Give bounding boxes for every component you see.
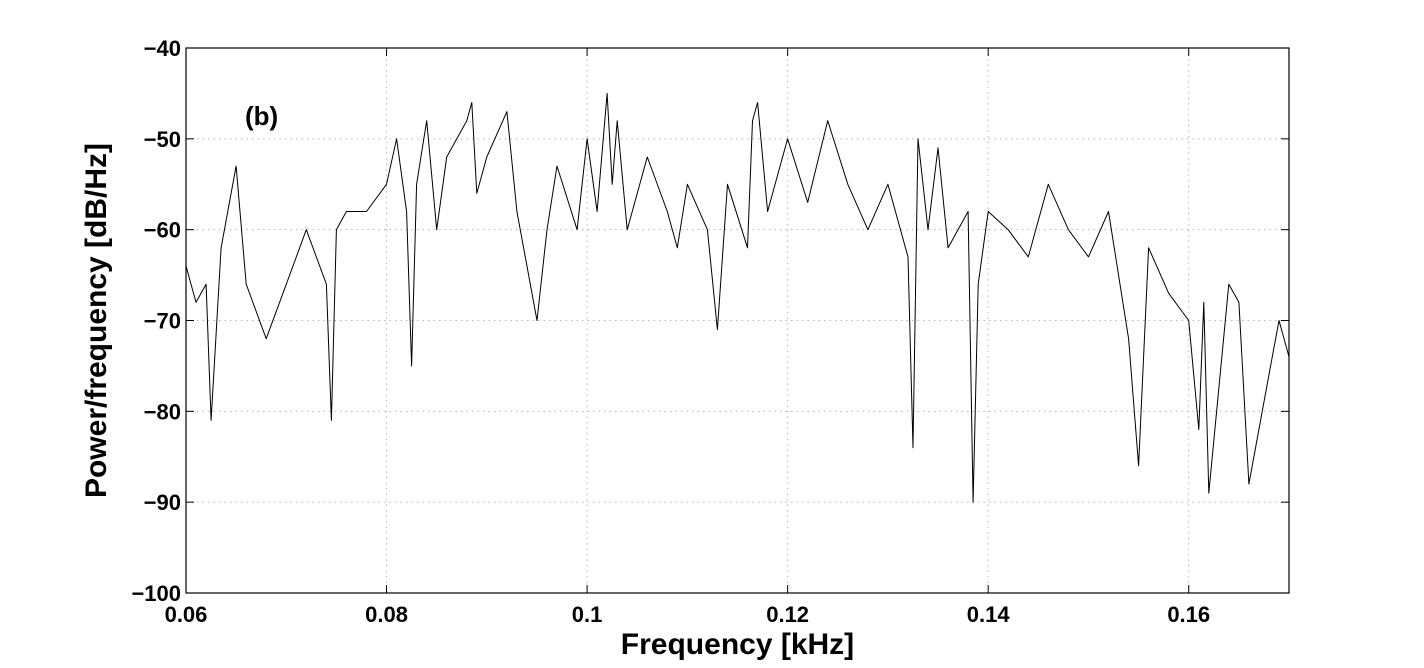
y-tick-labels: −100 −90 −80 −70 −60 −50 −40 [131, 36, 181, 606]
grid-layer [186, 48, 1289, 593]
y-axis-label: Power/frequency [dB/Hz] [80, 143, 113, 498]
x-tick-labels: 0.06 0.08 0.1 0.12 0.14 0.16 [165, 602, 1211, 627]
x-tick-label: 0.16 [1167, 602, 1210, 627]
x-axis-label: Frequency [kHz] [621, 628, 854, 661]
y-tick-label: −50 [144, 127, 181, 152]
plot-frame [185, 47, 1290, 594]
x-tick-label: 0.1 [572, 602, 603, 627]
panel-label: (b) [245, 101, 278, 131]
x-tick-label: 0.08 [365, 602, 408, 627]
y-tick-label: −80 [144, 399, 181, 424]
y-tick-label: −60 [144, 218, 181, 243]
psd-line [185, 92, 1290, 503]
y-tick-label: −40 [144, 36, 181, 61]
y-tick-label: −100 [131, 581, 181, 606]
x-tick-label: 0.14 [967, 602, 1011, 627]
y-tick-label: −90 [144, 490, 181, 515]
x-tick-label: 0.12 [766, 602, 809, 627]
x-tick-label: 0.06 [165, 602, 208, 627]
series-layer [185, 92, 1290, 503]
y-tick-label: −70 [144, 309, 181, 334]
